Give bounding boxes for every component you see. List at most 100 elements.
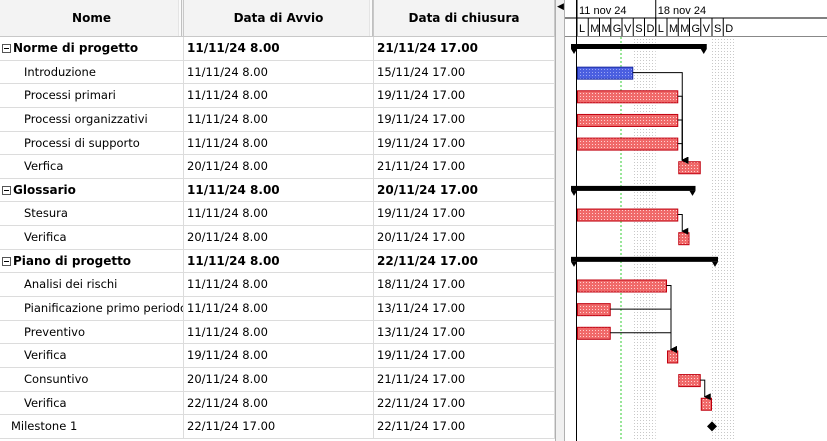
table-row[interactable]: Analisi dei rischi 11/11/24 8.00 18/11/24 … xyxy=(0,273,555,298)
start-date-cell[interactable]: 11/11/24 8.00 xyxy=(184,84,374,107)
summary-bar[interactable] xyxy=(571,44,707,49)
task-name: Piano di progetto xyxy=(13,253,132,268)
end-date-cell[interactable]: 20/11/24 17.00 xyxy=(374,178,555,202)
start-date-cell[interactable]: 19/11/24 8.00 xyxy=(184,344,374,367)
task-name-cell[interactable]: Consuntivo xyxy=(0,367,184,391)
column-resize-handle[interactable] xyxy=(178,0,182,36)
task-name-cell[interactable]: Verifica xyxy=(0,226,184,249)
column-header-start[interactable]: Data di Avvio xyxy=(184,0,374,36)
task-bar[interactable] xyxy=(577,90,679,104)
column-header-end[interactable]: Data di chiusura xyxy=(374,0,555,36)
end-date-cell[interactable]: 22/11/24 17.00 xyxy=(374,415,555,438)
summary-row[interactable]: Norme di progetto 11/11/24 8.00 21/11/24 1… xyxy=(0,37,555,61)
table-row[interactable]: Verifica 20/11/24 8.00 20/11/24 17.00 xyxy=(0,226,555,250)
end-date-cell[interactable]: 19/11/24 17.00 xyxy=(374,344,555,367)
weekend-band xyxy=(633,37,645,441)
day-label: M xyxy=(669,23,678,35)
task-name-cell[interactable]: Verifica xyxy=(0,391,184,415)
start-date-cell[interactable]: 11/11/24 8.00 xyxy=(184,60,374,84)
start-date-cell[interactable]: 11/11/24 8.00 xyxy=(184,202,374,226)
table-row[interactable]: Preventivo 11/11/24 8.00 13/11/24 17.00 xyxy=(0,320,555,345)
task-name-cell[interactable]: Piano di progetto xyxy=(0,249,184,273)
task-bar[interactable] xyxy=(678,374,701,388)
task-bar[interactable] xyxy=(678,232,690,246)
end-date-cell[interactable]: 19/11/24 17.00 xyxy=(374,202,555,226)
task-bar[interactable] xyxy=(577,303,611,317)
arrow-left-icon[interactable]: ◀ xyxy=(557,2,564,12)
summary-bar[interactable] xyxy=(571,256,718,262)
task-bar[interactable] xyxy=(577,113,679,127)
end-date-cell[interactable]: 18/11/24 17.00 xyxy=(374,273,555,297)
table-row[interactable]: Processi primari 11/11/24 8.00 19/11/24 17… xyxy=(0,84,555,108)
minus-box-icon[interactable] xyxy=(2,185,11,195)
start-date-cell[interactable]: 20/11/24 8.00 xyxy=(184,226,374,249)
task-name-cell[interactable]: Glossario xyxy=(0,178,184,202)
end-date-cell[interactable]: 22/11/24 17.00 xyxy=(374,249,555,273)
start-date-cell[interactable]: 11/11/24 8.00 xyxy=(184,131,374,155)
end-date-cell[interactable]: 15/11/24 17.00 xyxy=(374,60,555,84)
end-date-cell[interactable]: 13/11/24 17.00 xyxy=(374,320,555,344)
end-date-cell[interactable]: 22/11/24 17.00 xyxy=(374,391,555,415)
task-name-cell[interactable]: Milestone 1 xyxy=(0,415,184,438)
table-row[interactable]: Pianificazione primo periodo 11/11/24 8.0… xyxy=(0,297,555,321)
task-bar[interactable] xyxy=(577,66,634,80)
end-date-cell[interactable]: 19/11/24 17.00 xyxy=(374,131,555,155)
task-name-cell[interactable]: Verifica xyxy=(0,344,184,367)
pane-splitter[interactable]: ◀ xyxy=(555,0,565,441)
table-row[interactable]: Processi organizzativi 11/11/24 8.00 19/11… xyxy=(0,107,555,132)
end-date-cell[interactable]: 20/11/24 17.00 xyxy=(374,226,555,249)
summary-row[interactable]: Piano di progetto 11/11/24 8.00 22/11/24 1… xyxy=(0,249,555,274)
start-date-cell[interactable]: 11/11/24 8.00 xyxy=(184,249,374,273)
task-bar[interactable] xyxy=(678,161,701,175)
minus-box-icon[interactable] xyxy=(2,256,11,266)
start-date-cell[interactable]: 11/11/24 8.00 xyxy=(184,37,374,60)
task-name: Glossario xyxy=(13,182,76,197)
start-date-cell[interactable]: 20/11/24 8.00 xyxy=(184,155,374,178)
table-row[interactable]: Verifica 19/11/24 8.00 19/11/24 17.00 xyxy=(0,344,555,368)
task-name-cell[interactable]: Stesura xyxy=(0,202,184,226)
table-row[interactable]: Processi di supporto 11/11/24 8.00 19/11/2… xyxy=(0,131,555,156)
task-bar[interactable] xyxy=(577,279,667,293)
task-bar[interactable] xyxy=(577,326,611,340)
task-name-cell[interactable]: Verfica xyxy=(0,155,184,178)
column-header-name[interactable]: Nome xyxy=(0,0,184,36)
task-name-cell[interactable]: Processi primari xyxy=(0,84,184,107)
task-name-cell[interactable]: Analisi dei rischi xyxy=(0,273,184,297)
task-bar[interactable] xyxy=(667,350,679,364)
task-bar[interactable] xyxy=(577,137,679,151)
week-label: 18 nov 24 xyxy=(658,5,706,17)
summary-row[interactable]: Glossario 11/11/24 8.00 20/11/24 17.00 xyxy=(0,178,555,203)
minus-box-icon[interactable] xyxy=(2,44,11,53)
start-date-cell[interactable]: 11/11/24 8.00 xyxy=(184,273,374,297)
end-date-cell[interactable]: 13/11/24 17.00 xyxy=(374,297,555,320)
end-date-cell[interactable]: 21/11/24 17.00 xyxy=(374,367,555,391)
start-date-cell[interactable]: 11/11/24 8.00 xyxy=(184,178,374,202)
task-name-cell[interactable]: Preventivo xyxy=(0,320,184,344)
start-date-cell[interactable]: 22/11/24 8.00 xyxy=(184,391,374,415)
end-date-cell[interactable]: 19/11/24 17.00 xyxy=(374,84,555,107)
task-name-cell[interactable]: Norme di progetto xyxy=(0,37,184,60)
table-row[interactable]: Consuntivo 20/11/24 8.00 21/11/24 17.00 xyxy=(0,367,555,392)
start-date-cell[interactable]: 11/11/24 8.00 xyxy=(184,297,374,320)
end-date-cell[interactable]: 21/11/24 17.00 xyxy=(374,37,555,60)
task-bar[interactable] xyxy=(700,397,712,411)
column-resize-handle[interactable] xyxy=(369,0,373,36)
end-date-cell[interactable]: 21/11/24 17.00 xyxy=(374,155,555,178)
start-date-cell[interactable]: 11/11/24 8.00 xyxy=(184,320,374,344)
task-name-cell[interactable]: Introduzione xyxy=(0,60,184,84)
table-row[interactable]: Verifica 22/11/24 8.00 22/11/24 17.00 xyxy=(0,391,555,416)
start-date-cell[interactable]: 22/11/24 17.00 xyxy=(184,415,374,438)
table-row[interactable]: Stesura 11/11/24 8.00 19/11/24 17.00 xyxy=(0,202,555,227)
milestone-row[interactable]: Milestone 1 22/11/24 17.00 22/11/24 17.00 xyxy=(0,415,555,439)
task-name-cell[interactable]: Pianificazione primo periodo xyxy=(0,297,184,320)
table-row[interactable]: Introduzione 11/11/24 8.00 15/11/24 17.00 xyxy=(0,60,555,85)
start-date-cell[interactable]: 11/11/24 8.00 xyxy=(184,107,374,131)
start-date-cell[interactable]: 20/11/24 8.00 xyxy=(184,367,374,391)
milestone-diamond[interactable] xyxy=(707,421,717,432)
task-name-cell[interactable]: Processi di supporto xyxy=(0,131,184,155)
table-row[interactable]: Verfica 20/11/24 8.00 21/11/24 17.00 xyxy=(0,155,555,179)
task-bar[interactable] xyxy=(577,208,679,222)
end-date-cell[interactable]: 19/11/24 17.00 xyxy=(374,107,555,131)
task-name-cell[interactable]: Processi organizzativi xyxy=(0,107,184,131)
summary-bar[interactable] xyxy=(571,185,696,191)
